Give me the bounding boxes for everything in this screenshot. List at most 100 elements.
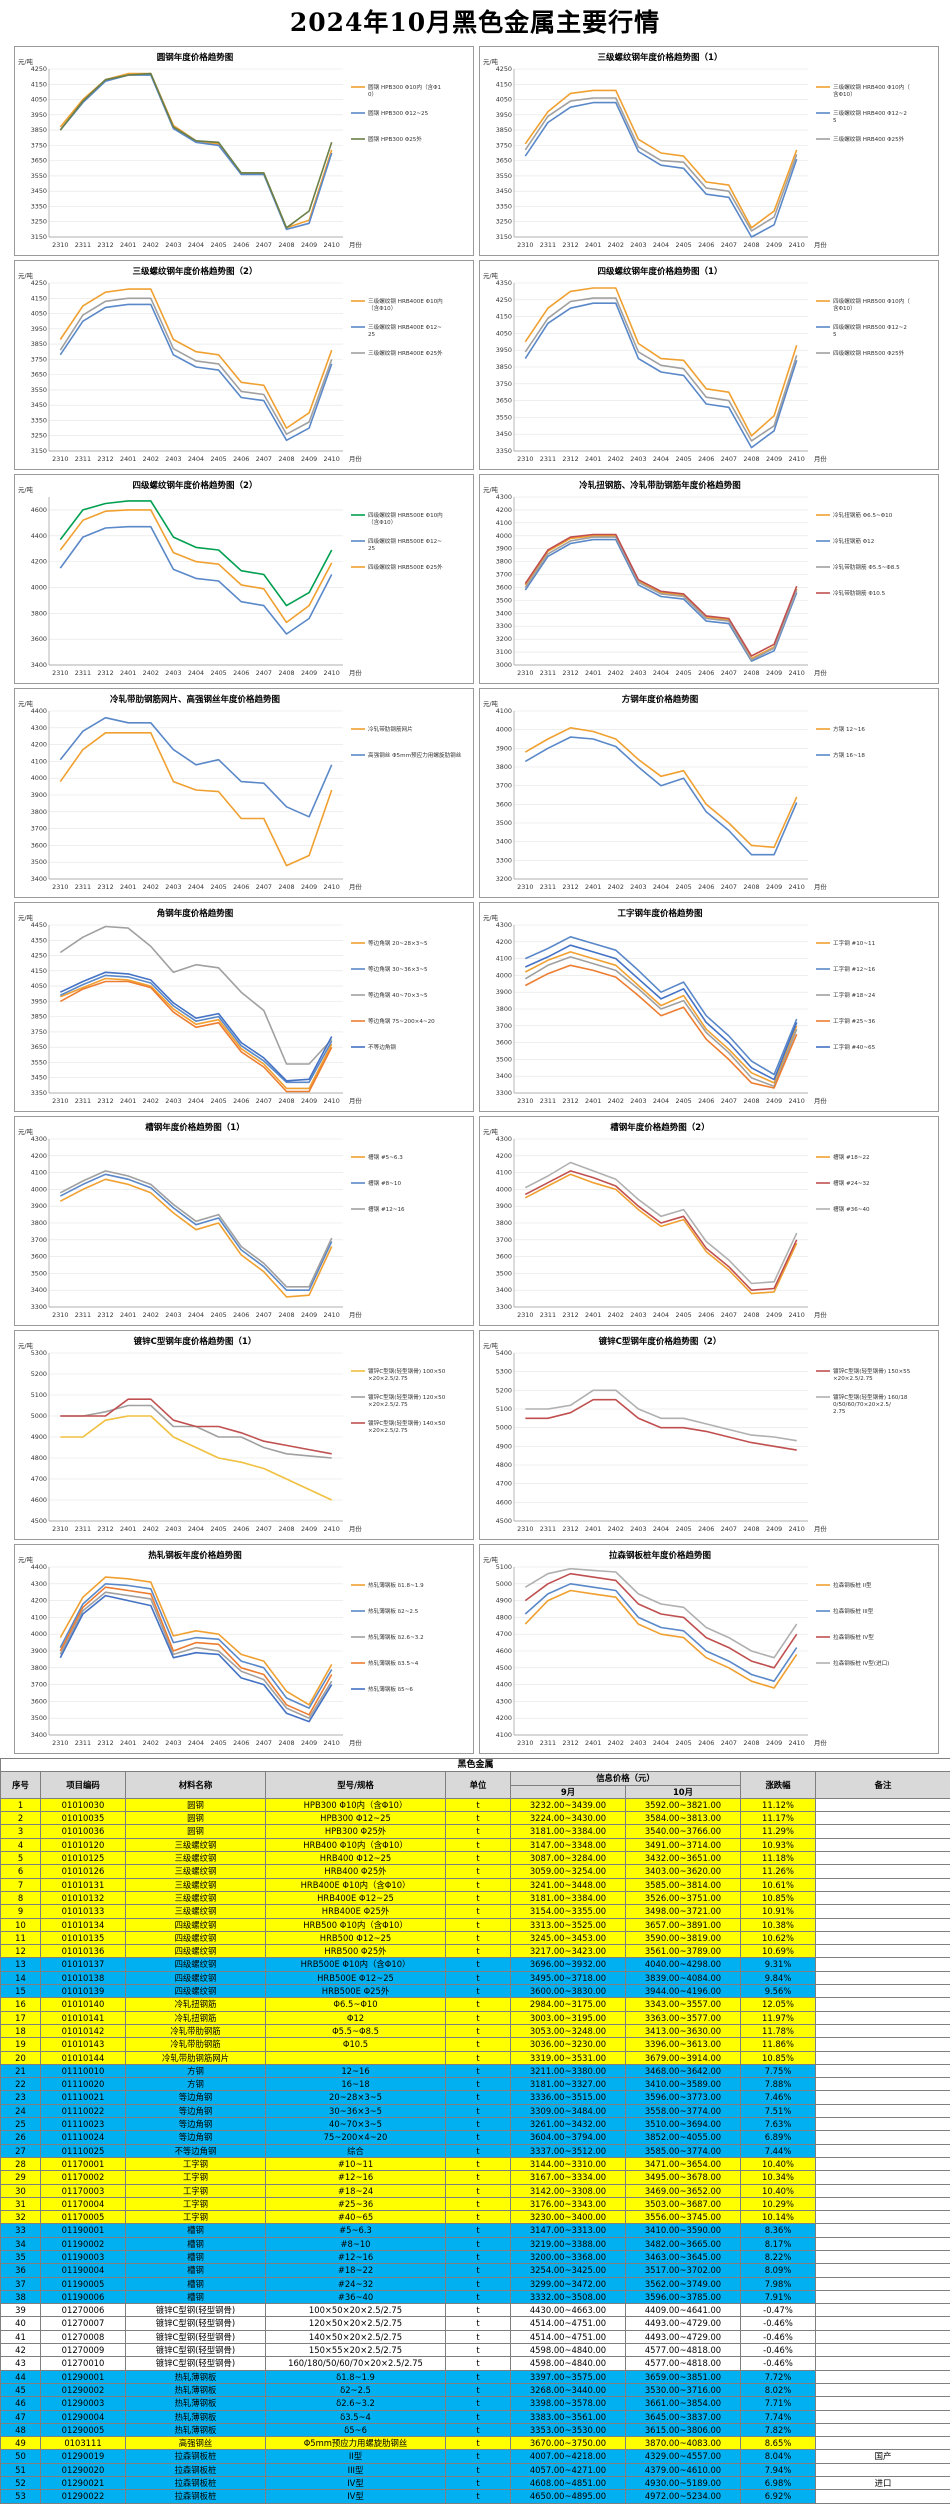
cell-spec: #10~11 [266, 2157, 446, 2170]
chart-title: 镀锌C型钢年度价格趋势图（1） [134, 1336, 257, 1347]
y-tick-label: 4800 [496, 1613, 512, 1621]
y-tick-label: 3600 [496, 1039, 512, 1047]
cell-change-rate: -0.46% [741, 2317, 816, 2330]
y-tick-label: 4100 [31, 757, 47, 765]
cell-price-oct: 3558.00~3774.00 [626, 2104, 741, 2117]
legend-entry: 三级螺纹钢 HRB400 Φ25外 [833, 135, 905, 143]
cell-change-rate: 8.17% [741, 2237, 816, 2250]
cell-row-no: 47 [1, 2410, 41, 2423]
series-line [60, 74, 331, 228]
cell-spec: 40~70×3~5 [266, 2118, 446, 2131]
cell-change-rate: 7.75% [741, 2064, 816, 2077]
cell-unit: t [446, 2357, 511, 2370]
cell-row-no: 11 [1, 1931, 41, 1944]
cell-material-name: 冷轧带肋钢筋网片 [126, 2051, 266, 2064]
cell-row-no: 16 [1, 1998, 41, 2011]
y-tick-label: 3750 [496, 141, 512, 149]
y-tick-label: 4500 [496, 1517, 512, 1525]
cell-change-rate: 10.69% [741, 1945, 816, 1958]
cell-price-sep: 3313.00~3525.00 [511, 1918, 626, 1931]
x-tick-label: 2410 [789, 1097, 805, 1105]
cell-price-sep: 3696.00~3932.00 [511, 1958, 626, 1971]
cell-material-name: 方钢 [126, 2064, 266, 2077]
legend-entry: 四级螺纹钢 HRB500 Φ25外 [833, 349, 905, 357]
cell-spec: II型 [266, 2450, 446, 2463]
x-tick-label: 2311 [540, 1311, 556, 1319]
cell-row-no: 18 [1, 2024, 41, 2037]
y-tick-label: 3300 [496, 1089, 512, 1097]
cell-price-sep: 3254.00~3425.00 [511, 2264, 626, 2277]
y-tick-label: 4200 [496, 1714, 512, 1722]
legend-entry: 热轧薄钢板 δ1.8~1.9 [368, 1581, 424, 1589]
cell-unit: t [446, 1945, 511, 1958]
x-tick-label: 2410 [789, 669, 805, 677]
x-tick-label: 2406 [698, 669, 714, 677]
cell-price-oct: 3495.00~3678.00 [626, 2171, 741, 2184]
cell-change-rate: 9.84% [741, 1971, 816, 1984]
y-tick-label: 3500 [496, 596, 512, 604]
cell-spec: 100×50×20×2.5/2.75 [266, 2304, 446, 2317]
cell-change-rate: 6.89% [741, 2131, 816, 2144]
y-tick-label: 4050 [31, 982, 47, 990]
x-tick-label: 2312 [562, 455, 578, 463]
cell-price-oct: 3503.00~3687.00 [626, 2197, 741, 2210]
legend-entry: 等边角钢 20~28×3~5 [368, 939, 428, 947]
x-tick-label: 2405 [675, 1525, 691, 1533]
chart-svg: 槽钢年度价格趋势图（1）元/吨3300340035003600370038003… [15, 1117, 474, 1326]
series-line [60, 975, 331, 1082]
cell-item-code: 0103111 [41, 2437, 126, 2450]
x-unit-label: 月份 [814, 1738, 827, 1747]
x-tick-label: 2404 [188, 1739, 204, 1747]
legend-entry: 圆钢 HPB300 Φ12~25 [368, 109, 429, 117]
cell-unit: t [446, 2078, 511, 2091]
cell-row-no: 24 [1, 2104, 41, 2117]
cell-row-no: 37 [1, 2277, 41, 2290]
x-tick-label: 2405 [675, 1739, 691, 1747]
cell-item-code: 01190006 [41, 2290, 126, 2303]
cell-price-oct: 3596.00~3785.00 [626, 2290, 741, 2303]
x-tick-label: 2405 [675, 669, 691, 677]
cell-material-name: 冷轧扭钢筋 [126, 1998, 266, 2011]
cell-item-code: 01010144 [41, 2051, 126, 2064]
cell-remark [816, 1891, 950, 1904]
cell-unit: t [446, 2171, 511, 2184]
cell-remark [816, 1985, 950, 1998]
y-tick-label: 3750 [31, 1028, 47, 1036]
cell-item-code: 01010138 [41, 1971, 126, 1984]
cell-material-name: 热轧薄钢板 [126, 2370, 266, 2383]
cell-price-oct: 3491.00~3714.00 [626, 1838, 741, 1851]
y-tick-label: 4500 [496, 1664, 512, 1672]
cell-spec: 12~16 [266, 2064, 446, 2077]
legend-entry: 工字钢 #40~65 [833, 1043, 876, 1051]
legend-entry: 工字钢 #25~36 [833, 1017, 876, 1025]
y-tick-label: 4000 [496, 726, 512, 734]
x-tick-label: 2410 [324, 1097, 340, 1105]
cell-change-rate: -0.46% [741, 2330, 816, 2343]
cell-remark [816, 2078, 950, 2091]
cell-material-name: 工字钢 [126, 2157, 266, 2170]
y-tick-label: 3950 [496, 346, 512, 354]
series-line [60, 1174, 331, 1290]
chart-title: 热轧钢板年度价格趋势图 [148, 1550, 242, 1561]
chart-svg: 角钢年度价格趋势图元/吨3350345035503650375038503950… [15, 903, 474, 1112]
cell-row-no: 10 [1, 1918, 41, 1931]
cell-remark [816, 2317, 950, 2330]
y-tick-label: 4000 [31, 583, 47, 591]
y-tick-label: 3550 [31, 386, 47, 394]
y-tick-label: 3600 [31, 1253, 47, 1261]
cell-remark [816, 1958, 950, 1971]
y-tick-label: 3200 [496, 635, 512, 643]
cell-remark [816, 1945, 950, 1958]
cell-price-oct: 4040.00~4298.00 [626, 1958, 741, 1971]
